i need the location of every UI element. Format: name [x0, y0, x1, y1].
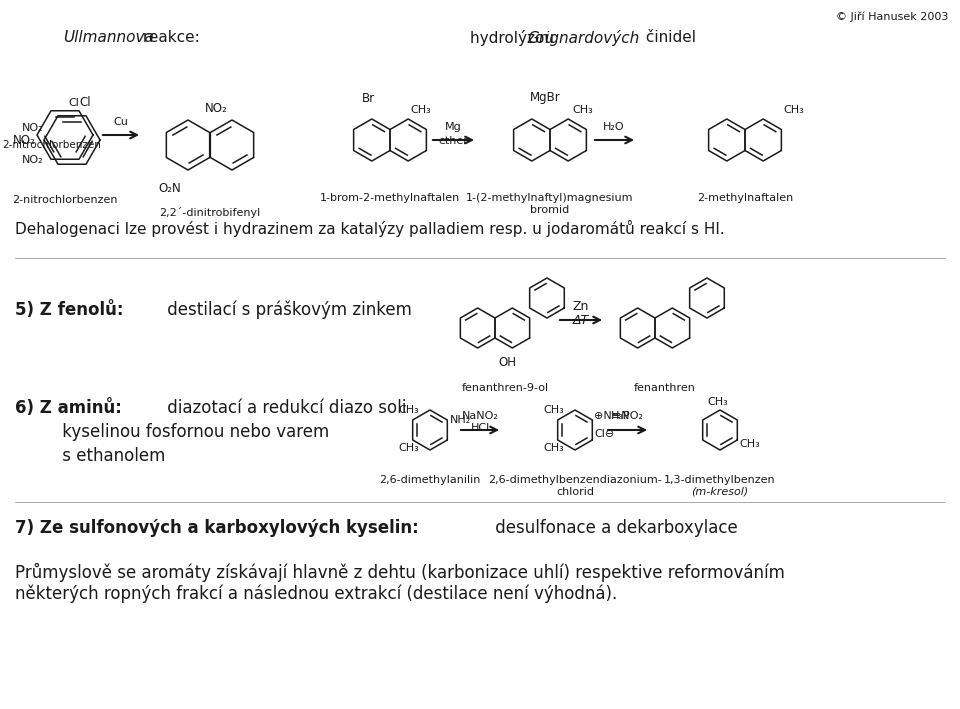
- Text: 1-brom-2-methylnaftalen: 1-brom-2-methylnaftalen: [320, 193, 460, 203]
- Text: Cl⊖: Cl⊖: [594, 429, 614, 439]
- Text: destilací s práškovým zinkem: destilací s práškovým zinkem: [162, 301, 412, 319]
- Text: CH₃: CH₃: [398, 405, 420, 415]
- Text: CH₃: CH₃: [783, 105, 804, 115]
- Text: desulfonace a dekarboxylace: desulfonace a dekarboxylace: [490, 519, 737, 537]
- Text: CH₃: CH₃: [572, 105, 592, 115]
- Text: MgBr: MgBr: [530, 91, 561, 104]
- Text: OH: OH: [498, 355, 516, 369]
- Text: Cu: Cu: [113, 117, 129, 127]
- Text: NO₂: NO₂: [13, 133, 36, 147]
- Text: CH₃: CH₃: [708, 397, 729, 407]
- Text: fenanthren-9-ol: fenanthren-9-ol: [462, 383, 548, 393]
- Text: Grignardových: Grignardových: [527, 30, 639, 46]
- Text: 2,2´-dinitrobifenyl: 2,2´-dinitrobifenyl: [159, 206, 260, 218]
- Text: diazotací a redukcí diazo soli: diazotací a redukcí diazo soli: [162, 399, 406, 417]
- Text: NH₂: NH₂: [449, 415, 470, 425]
- Text: HCl: HCl: [470, 423, 490, 433]
- Text: NO₂: NO₂: [22, 123, 43, 133]
- Text: 6) Z aminů:: 6) Z aminů:: [15, 399, 122, 417]
- Text: ether: ether: [438, 136, 468, 146]
- Text: NO₂: NO₂: [22, 155, 43, 165]
- Text: hydrolýzou: hydrolýzou: [470, 30, 559, 46]
- Text: Cl: Cl: [68, 98, 79, 108]
- Text: H₃PO₂: H₃PO₂: [611, 411, 643, 421]
- Text: některých ropných frakcí a následnou extrakcí (destilace není výhodná).: některých ropných frakcí a následnou ext…: [15, 585, 617, 603]
- Text: CH₃: CH₃: [410, 105, 431, 115]
- Text: (m-kresol): (m-kresol): [691, 487, 749, 497]
- Text: © Jiří Hanusek 2003: © Jiří Hanusek 2003: [835, 12, 948, 23]
- Text: O₂N: O₂N: [158, 182, 180, 194]
- Text: CH₃: CH₃: [398, 443, 420, 453]
- Text: kyselinou fosfornou nebo varem: kyselinou fosfornou nebo varem: [15, 423, 329, 441]
- Text: NaNO₂: NaNO₂: [462, 411, 498, 421]
- Text: reakce:: reakce:: [138, 30, 200, 45]
- Text: CH₃: CH₃: [543, 405, 564, 415]
- Text: 5) Z fenolů:: 5) Z fenolů:: [15, 301, 124, 319]
- Text: 2-nitrochlorbenzen: 2-nitrochlorbenzen: [3, 140, 102, 150]
- Text: 7) Ze sulfonových a karboxylových kyselin:: 7) Ze sulfonových a karboxylových kyseli…: [15, 519, 419, 537]
- Text: ΔT: ΔT: [573, 313, 589, 327]
- Text: Mg: Mg: [444, 122, 462, 132]
- Text: CH₃: CH₃: [739, 439, 760, 449]
- Text: Cl: Cl: [79, 96, 90, 108]
- Text: NO₂: NO₂: [205, 101, 228, 114]
- Text: 1-(2-methylnaftyl)magnesium: 1-(2-methylnaftyl)magnesium: [467, 193, 634, 203]
- Text: 1,3-dimethylbenzen: 1,3-dimethylbenzen: [664, 475, 776, 485]
- Text: Průmyslově se aromáty získávají hlavně z dehtu (karbonizace uhlí) respektive ref: Průmyslově se aromáty získávají hlavně z…: [15, 562, 785, 581]
- Text: 2-methylnaftalen: 2-methylnaftalen: [697, 193, 793, 203]
- Text: Dehalogenaci lze provést i hydrazinem za katalýzy palladiem resp. u jodaromátů r: Dehalogenaci lze provést i hydrazinem za…: [15, 220, 725, 237]
- Text: fenanthren: fenanthren: [634, 383, 696, 393]
- Text: CH₃: CH₃: [543, 443, 564, 453]
- Text: 2-nitrochlorbenzen: 2-nitrochlorbenzen: [12, 195, 118, 205]
- Text: Ullmannova: Ullmannova: [63, 30, 154, 45]
- Text: 2,6-dimethylbenzendiazonium-: 2,6-dimethylbenzendiazonium-: [488, 475, 661, 485]
- Text: chlorid: chlorid: [556, 487, 594, 497]
- Text: s ethanolem: s ethanolem: [15, 447, 165, 465]
- Text: 2,6-dimethylanilin: 2,6-dimethylanilin: [379, 475, 481, 485]
- Text: bromid: bromid: [530, 205, 569, 215]
- Text: Zn: Zn: [573, 299, 589, 313]
- Text: činidel: činidel: [641, 30, 696, 45]
- Text: Br: Br: [361, 91, 374, 104]
- Text: H₂O: H₂O: [603, 122, 625, 132]
- Text: ⊕N≡N: ⊕N≡N: [594, 411, 630, 421]
